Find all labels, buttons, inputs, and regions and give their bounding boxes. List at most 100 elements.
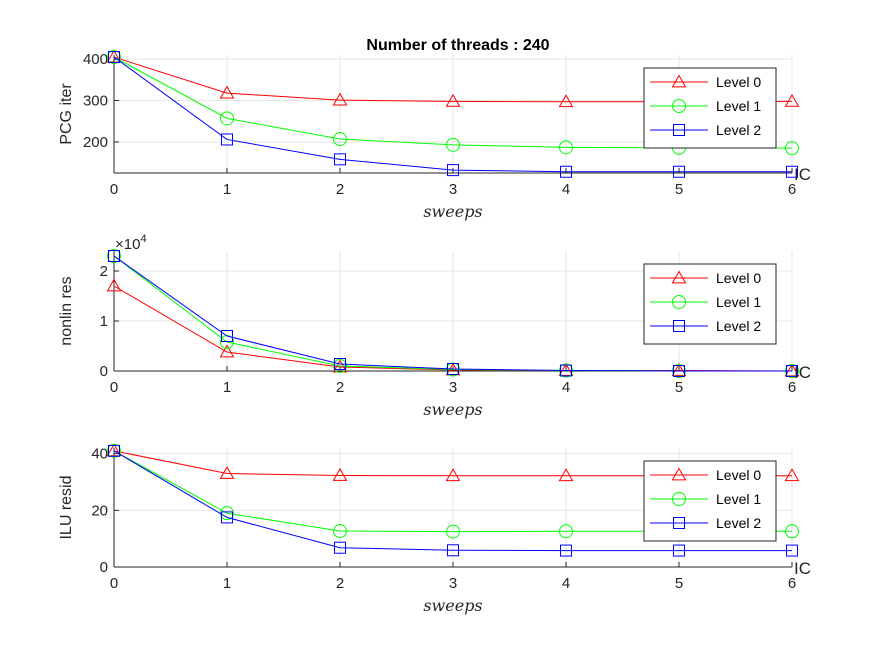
legend-marker-level-0: [671, 74, 687, 88]
x-tick-label: 3: [449, 379, 457, 396]
series-line-level-2: [113, 450, 792, 552]
legend-box: [643, 263, 777, 345]
x-tick-label: 4: [562, 575, 570, 592]
series-line-level-2: [113, 56, 792, 173]
x-tick-label: 5: [675, 379, 683, 396]
legend-label-level-0: Level 0: [716, 270, 761, 286]
legend-label-level-1: Level 1: [716, 294, 761, 310]
x-axis-label: sweeps: [423, 400, 482, 419]
x-tick-label: 2: [336, 379, 344, 396]
y-tick-label: 0: [100, 559, 108, 576]
data-point-level-2: [560, 364, 572, 377]
y-axis-label: PCG iter: [58, 83, 75, 145]
legend-box: [643, 67, 777, 149]
data-point-level-0: [332, 92, 348, 106]
data-point-level-2: [108, 250, 120, 262]
data-point-level-0: [784, 363, 800, 377]
legend-marker-level-1: [672, 295, 686, 309]
y-tick-label: 0: [100, 363, 108, 380]
x-tick-label: 6: [788, 575, 796, 592]
data-point-level-2: [108, 51, 120, 64]
legend-marker-level-2: [673, 517, 685, 529]
x-tick-label: 6: [788, 181, 796, 198]
data-point-level-2: [221, 330, 233, 342]
data-point-level-0: [445, 468, 461, 482]
data-point-level-2: [334, 541, 346, 554]
legend-label-level-2: Level 2: [716, 318, 761, 334]
panel-3: 0 1 2 3 4 5 6 0 20 40 ILU resid sweeps Level 0 Level …: [58, 443, 811, 615]
data-point-level-1: [220, 111, 234, 126]
data-point-level-1: [559, 140, 573, 155]
x-tick-label: 3: [449, 181, 457, 198]
legend-label-level-0: Level 0: [716, 74, 761, 90]
y-tick-label: 2: [100, 263, 108, 280]
data-point-level-1: [559, 524, 573, 539]
data-point-level-0: [219, 344, 235, 358]
data-point-level-0: [558, 362, 574, 376]
legend-marker-level-2: [673, 124, 685, 136]
y-exponent-label: ×104: [115, 233, 147, 253]
x-tick-label: 0: [110, 379, 118, 396]
x-tick-label: 5: [675, 575, 683, 592]
data-point-level-1: [333, 132, 347, 147]
data-point-level-2: [334, 358, 346, 370]
data-point-level-1: [785, 524, 799, 539]
data-point-level-1: [446, 137, 460, 152]
data-point-level-2: [786, 544, 798, 557]
x-tick-label: 2: [336, 575, 344, 592]
y-tick-label: 1: [100, 313, 108, 330]
data-point-level-2: [786, 365, 798, 377]
x-axis-label: sweeps: [423, 596, 482, 615]
data-point-level-1: [446, 524, 460, 539]
y-exponent-power: 4: [140, 233, 146, 245]
corner-label: IC: [794, 363, 811, 382]
data-point-level-0: [219, 465, 235, 479]
x-axis-label: sweeps: [423, 202, 482, 221]
data-point-level-0: [671, 362, 687, 376]
legend-marker-level-0: [671, 270, 687, 284]
data-point-level-0: [784, 468, 800, 482]
data-point-level-0: [219, 85, 235, 99]
legend-marker-level-1: [672, 99, 686, 113]
legend-label-level-1: Level 1: [716, 491, 761, 507]
x-tick-label: 3: [449, 575, 457, 592]
y-tick-label: 200: [83, 134, 108, 151]
legend-box: [643, 460, 777, 542]
data-point-level-0: [445, 93, 461, 107]
data-point-level-2: [673, 544, 685, 557]
legend-marker-level-0: [671, 467, 687, 481]
legend-label-level-0: Level 0: [716, 467, 761, 483]
data-point-level-0: [332, 467, 348, 481]
data-point-level-0: [558, 468, 574, 482]
data-point-level-0: [106, 443, 122, 457]
y-tick-label: 300: [83, 93, 108, 110]
panel-1: 0 1 2 3 4 5 6 200 300 400 PCG iter sweeps Level 0 Lev…: [58, 49, 811, 221]
data-point-level-1: [107, 249, 121, 263]
y-axis-label: nonlin res: [58, 276, 75, 345]
data-point-level-0: [784, 93, 800, 107]
y-tick-label: 20: [91, 502, 108, 519]
data-point-level-2: [673, 165, 685, 178]
y-tick-label: 400: [83, 51, 108, 68]
y-axis-label: ILU resid: [58, 475, 75, 539]
legend-label-level-1: Level 1: [716, 98, 761, 114]
data-point-level-2: [786, 165, 798, 178]
data-point-level-2: [447, 544, 459, 557]
x-tick-label: 6: [788, 379, 796, 396]
x-tick-label: 4: [562, 379, 570, 396]
data-point-level-1: [333, 359, 347, 373]
x-tick-label: 2: [336, 181, 344, 198]
data-point-level-1: [333, 524, 347, 539]
x-tick-label: 1: [223, 181, 231, 198]
series-line-level-2: [113, 255, 792, 372]
data-point-level-2: [221, 511, 233, 524]
corner-label: IC: [794, 165, 811, 184]
data-point-level-2: [221, 133, 233, 146]
data-point-level-0: [558, 94, 574, 108]
legend-label-level-2: Level 2: [716, 122, 761, 138]
x-tick-label: 5: [675, 181, 683, 198]
data-point-level-2: [447, 363, 459, 375]
legend-label-level-2: Level 2: [716, 515, 761, 531]
